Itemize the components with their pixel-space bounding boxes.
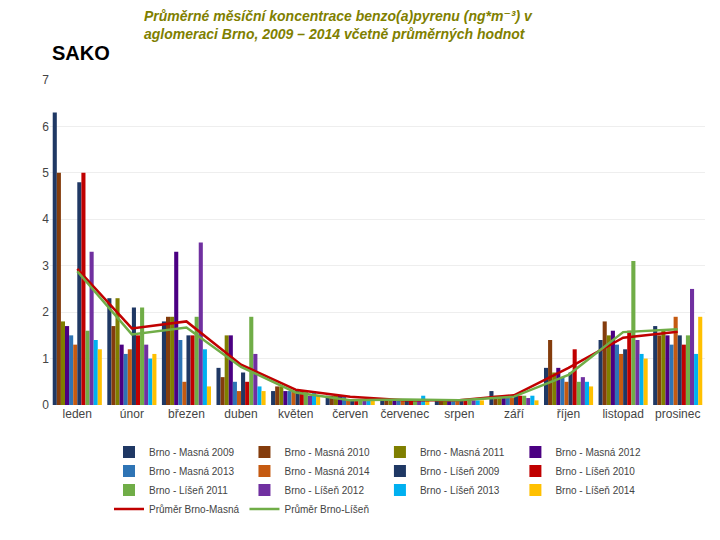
svg-text:1: 1: [42, 352, 49, 366]
svg-text:3: 3: [42, 259, 49, 273]
svg-text:Brno - Líšeň 2013: Brno - Líšeň 2013: [420, 485, 500, 496]
svg-text:prosinec: prosinec: [655, 407, 700, 421]
svg-text:Průměr Brno-Masná: Průměr Brno-Masná: [149, 504, 239, 515]
svg-text:Brno - Masná 2013: Brno - Masná 2013: [149, 466, 234, 477]
svg-text:Brno - Líšeň 2010: Brno - Líšeň 2010: [555, 466, 635, 477]
svg-text:Brno - Masná 2011: Brno - Masná 2011: [420, 447, 505, 458]
svg-text:září: září: [504, 407, 525, 421]
svg-text:Průměrné měsíční koncentrace b: Průměrné měsíční koncentrace benzo(a)pyr…: [144, 8, 533, 42]
svg-text:červenec: červenec: [380, 407, 429, 421]
svg-text:Brno - Líšeň 2014: Brno - Líšeň 2014: [555, 485, 635, 496]
svg-text:7: 7: [42, 73, 49, 87]
svg-text:duben: duben: [224, 407, 257, 421]
svg-text:4: 4: [42, 212, 49, 226]
svg-text:březen: březen: [168, 407, 205, 421]
svg-text:Brno - Masná 2010: Brno - Masná 2010: [284, 447, 369, 458]
svg-text:Brno - Líšeň 2011: Brno - Líšeň 2011: [149, 485, 228, 496]
svg-text:6: 6: [42, 120, 49, 134]
svg-text:Brno - Masná 2012: Brno - Masná 2012: [555, 447, 640, 458]
svg-text:leden: leden: [63, 407, 92, 421]
svg-text:listopad: listopad: [602, 407, 643, 421]
svg-text:Průměr Brno-Líšeň: Průměr Brno-Líšeň: [284, 504, 368, 515]
svg-text:SAKO: SAKO: [52, 42, 110, 64]
svg-text:srpen: srpen: [444, 407, 474, 421]
svg-text:červen: červen: [332, 407, 368, 421]
svg-text:Brno - Masná 2014: Brno - Masná 2014: [284, 466, 369, 477]
svg-text:Brno - Líšeň 2012: Brno - Líšeň 2012: [284, 485, 364, 496]
svg-text:květen: květen: [278, 407, 313, 421]
svg-text:únor: únor: [120, 407, 144, 421]
svg-text:Brno - Líšeň 2009: Brno - Líšeň 2009: [420, 466, 500, 477]
svg-text:říjen: říjen: [557, 407, 580, 421]
svg-text:0: 0: [42, 398, 49, 412]
svg-text:2: 2: [42, 305, 49, 319]
svg-text:5: 5: [42, 166, 49, 180]
svg-text:Brno - Masná 2009: Brno - Masná 2009: [149, 447, 234, 458]
